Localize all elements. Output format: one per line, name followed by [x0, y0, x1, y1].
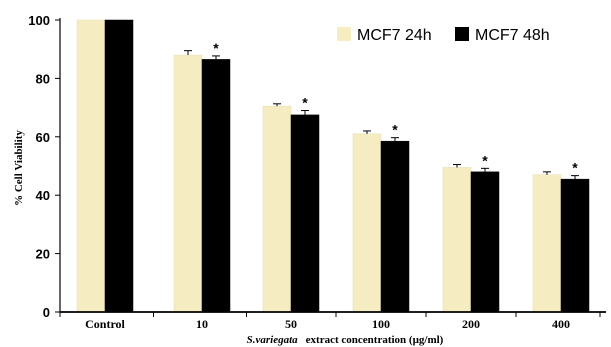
x-tick-label-100: 100	[372, 317, 390, 331]
bar-24h-200	[442, 167, 472, 313]
bar-24h-100	[352, 133, 382, 313]
x-tick-label-Control: Control	[85, 317, 125, 331]
y-tick-labels: 0 20 40 60 80 100	[28, 13, 50, 320]
legend-swatch-24h	[337, 27, 351, 41]
bar-48h-100	[380, 140, 410, 313]
y-tick-label-60: 60	[36, 130, 50, 145]
legend-swatch-48h	[455, 27, 469, 41]
significance-star-400: *	[572, 160, 578, 176]
legend-label-48h: MCF7 48h	[475, 27, 550, 44]
bar-24h-10	[173, 54, 203, 313]
bar-24h-400	[532, 174, 562, 313]
bar-24h-50	[262, 105, 292, 313]
y-axis-title: % Cell Viability	[13, 130, 25, 206]
legend: MCF7 24h MCF7 48h	[337, 27, 550, 44]
x-tick-label-10: 10	[196, 317, 208, 331]
bars-group	[76, 19, 590, 313]
bar-48h-50	[290, 114, 320, 313]
x-tick-label-50: 50	[285, 317, 297, 331]
x-axis-title-rest: extract concentration (µg/ml)	[306, 334, 444, 346]
x-axis-title: S.variegata extract concentration (µg/ml)	[247, 334, 444, 346]
significance-star-200: *	[482, 152, 488, 168]
y-tick-label-80: 80	[36, 71, 50, 86]
y-tick-label-40: 40	[36, 188, 50, 203]
bar-48h-400	[560, 178, 590, 313]
legend-label-24h: MCF7 24h	[357, 27, 432, 44]
x-axis-title-species: S.variegata	[247, 334, 299, 346]
bar-48h-200	[470, 171, 500, 313]
axes	[55, 18, 606, 317]
bar-48h-Control	[104, 19, 134, 313]
significance-markers: * * * * *	[213, 40, 578, 176]
y-tick-label-20: 20	[36, 247, 50, 262]
y-tick-label-100: 100	[28, 13, 50, 28]
significance-star-10: *	[213, 40, 219, 56]
bar-24h-Control	[76, 19, 106, 313]
significance-star-100: *	[392, 122, 398, 138]
x-tick-label-400: 400	[552, 317, 570, 331]
error-bars-group	[184, 50, 579, 180]
y-tick-label-0: 0	[43, 305, 50, 320]
x-tick-labels: Control 10 50 100 200 400	[85, 317, 570, 331]
bar-48h-10	[201, 59, 231, 313]
x-tick-label-200: 200	[462, 317, 480, 331]
significance-star-50: *	[302, 95, 308, 111]
